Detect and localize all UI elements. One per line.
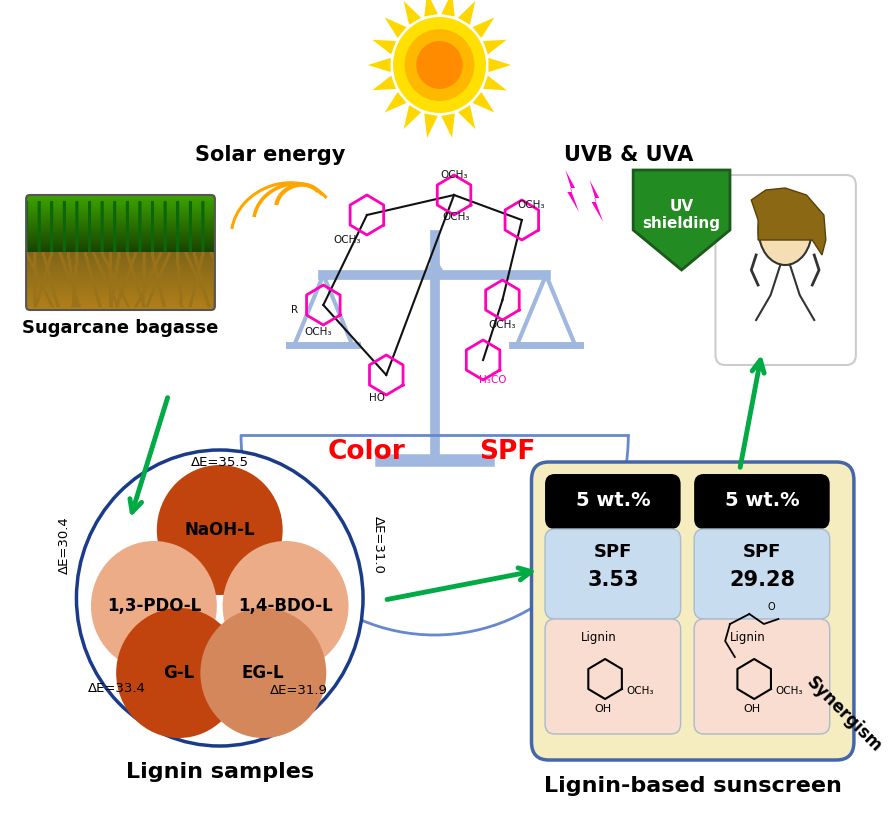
Circle shape [416, 41, 462, 89]
Text: 3.53: 3.53 [587, 570, 639, 590]
Text: G-L: G-L [163, 664, 195, 682]
FancyBboxPatch shape [715, 175, 856, 365]
Polygon shape [372, 40, 396, 55]
Text: O: O [768, 602, 775, 612]
Polygon shape [458, 105, 475, 129]
Text: OCH₃: OCH₃ [440, 170, 468, 180]
Circle shape [405, 29, 474, 101]
Polygon shape [441, 0, 454, 16]
Text: R: R [290, 305, 298, 315]
Polygon shape [404, 105, 421, 129]
Ellipse shape [758, 195, 812, 265]
Polygon shape [566, 170, 579, 212]
Text: UV
shielding: UV shielding [642, 199, 721, 231]
Circle shape [393, 17, 486, 113]
Text: 1,4-BDO-L: 1,4-BDO-L [238, 597, 333, 615]
Text: Color: Color [328, 439, 405, 465]
Text: SPF: SPF [479, 439, 535, 465]
Polygon shape [368, 58, 390, 72]
Text: OCH₃: OCH₃ [488, 320, 516, 330]
Polygon shape [483, 76, 507, 90]
Text: SPF: SPF [593, 543, 632, 561]
Polygon shape [424, 0, 437, 16]
Polygon shape [751, 188, 826, 255]
FancyBboxPatch shape [545, 529, 681, 619]
Text: OCH₃: OCH₃ [518, 200, 545, 210]
Text: 29.28: 29.28 [729, 570, 795, 590]
Text: 1,3-PDO-L: 1,3-PDO-L [107, 597, 201, 615]
Polygon shape [590, 180, 603, 222]
Text: Sugarcane bagasse: Sugarcane bagasse [22, 319, 218, 337]
Text: Lignin: Lignin [580, 631, 617, 644]
Circle shape [223, 541, 348, 671]
Text: OH: OH [744, 704, 761, 714]
Text: OCH₃: OCH₃ [305, 327, 332, 337]
Text: ΔE=31.9: ΔE=31.9 [270, 684, 328, 697]
Text: ΔE=30.4: ΔE=30.4 [58, 516, 71, 574]
Circle shape [116, 608, 242, 738]
Text: OCH₃: OCH₃ [626, 686, 654, 696]
Polygon shape [458, 1, 475, 24]
Text: Synergism: Synergism [803, 674, 886, 756]
Polygon shape [634, 170, 730, 270]
Text: Lignin samples: Lignin samples [126, 762, 314, 782]
FancyBboxPatch shape [532, 462, 854, 760]
Text: ΔE=33.4: ΔE=33.4 [88, 681, 146, 694]
FancyBboxPatch shape [545, 619, 681, 734]
Text: OCH₃: OCH₃ [775, 686, 803, 696]
Polygon shape [424, 113, 437, 138]
Text: UVB & UVA: UVB & UVA [564, 145, 693, 165]
Polygon shape [385, 92, 406, 112]
Text: ΔE=31.0: ΔE=31.0 [372, 516, 385, 574]
Polygon shape [385, 17, 406, 38]
Circle shape [157, 465, 282, 595]
Text: 5 wt.%: 5 wt.% [576, 492, 650, 510]
FancyBboxPatch shape [694, 529, 830, 619]
FancyBboxPatch shape [694, 619, 830, 734]
Circle shape [91, 541, 217, 671]
Polygon shape [472, 92, 495, 112]
Polygon shape [423, 257, 446, 275]
Text: SPF: SPF [743, 543, 781, 561]
Text: OCH₃: OCH₃ [334, 235, 361, 245]
Text: NaOH-L: NaOH-L [184, 521, 255, 539]
Polygon shape [372, 76, 396, 90]
Polygon shape [472, 17, 495, 38]
FancyBboxPatch shape [545, 474, 681, 529]
Text: Lignin-based sunscreen: Lignin-based sunscreen [544, 776, 842, 796]
FancyBboxPatch shape [694, 474, 830, 529]
Text: EG-L: EG-L [242, 664, 284, 682]
Text: Solar energy: Solar energy [195, 145, 346, 165]
Text: H₃CO: H₃CO [479, 375, 506, 385]
Polygon shape [488, 58, 511, 72]
Circle shape [77, 450, 363, 746]
Text: Lignin: Lignin [730, 631, 765, 644]
Text: OCH₃: OCH₃ [442, 212, 470, 222]
Text: ΔE=35.5: ΔE=35.5 [191, 457, 249, 470]
Polygon shape [441, 113, 454, 138]
Text: HO: HO [369, 393, 385, 403]
Text: 5 wt.%: 5 wt.% [724, 492, 799, 510]
Polygon shape [483, 40, 507, 55]
Polygon shape [404, 1, 421, 24]
Circle shape [200, 608, 326, 738]
Text: OH: OH [594, 704, 612, 714]
